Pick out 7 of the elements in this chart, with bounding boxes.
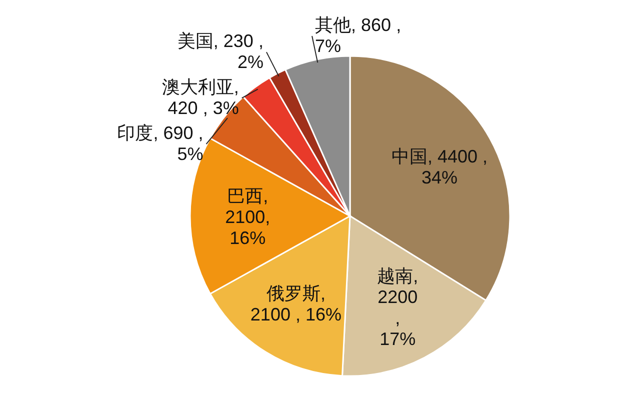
slice-label: 印度, 690 , 5% (117, 123, 204, 164)
slice-label: 俄罗斯, 2100 , 16% (250, 283, 342, 324)
slice-label: 越南, 2200 , 17% (377, 266, 418, 350)
slice-label: 巴西, 2100, 16% (225, 186, 270, 248)
slice-label: 其他, 860 , 7% (315, 14, 402, 56)
slice-label: 美国, 230 , 2% (177, 31, 264, 72)
slice-label: 中国, 4400 , 34% (391, 146, 488, 188)
